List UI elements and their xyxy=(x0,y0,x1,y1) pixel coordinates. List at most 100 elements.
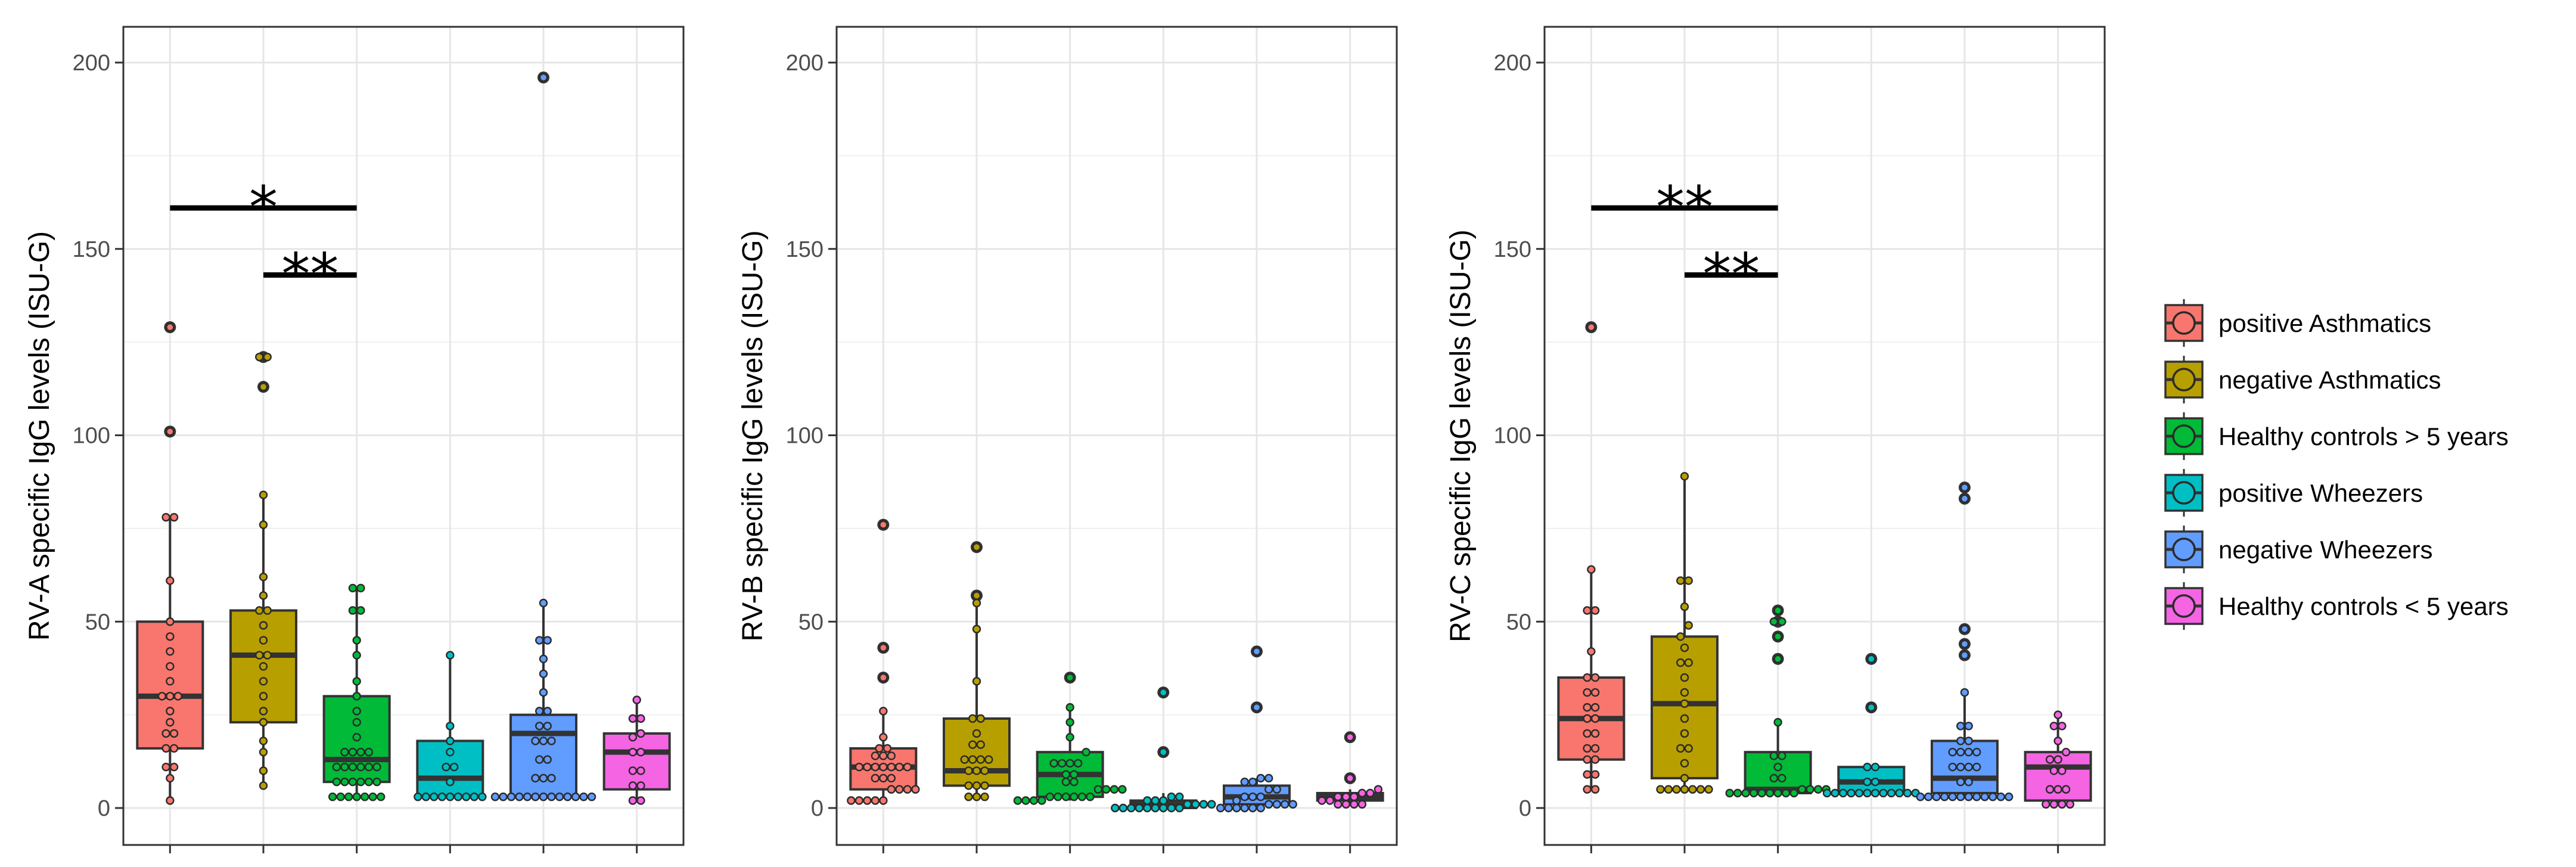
y-tick-label: 150 xyxy=(1494,237,1531,262)
data-point xyxy=(352,636,361,645)
data-point xyxy=(1664,785,1673,794)
data-point xyxy=(1366,788,1375,798)
data-point xyxy=(531,793,540,801)
data-point xyxy=(1073,759,1083,768)
data-point xyxy=(1341,793,1351,801)
data-point xyxy=(372,778,381,787)
data-point xyxy=(166,692,175,701)
data-point xyxy=(871,773,880,783)
data-point xyxy=(166,617,175,626)
data-point xyxy=(446,793,455,801)
data-point xyxy=(442,762,450,772)
data-point xyxy=(1956,747,1965,757)
data-point xyxy=(1159,688,1168,697)
data-point xyxy=(854,796,864,805)
legend-label: negative Wheezers xyxy=(2218,536,2433,564)
data-point xyxy=(2058,766,2067,775)
data-point xyxy=(344,793,353,801)
panel-3: 0 50 100 150 200 RV-C specific IgG levels (IS… xyxy=(1445,26,2106,853)
legend-entry: negative Wheezers xyxy=(2164,526,2433,573)
legend-label: Healthy controls < 5 years xyxy=(2218,592,2509,620)
data-point xyxy=(332,762,341,772)
y-tick-label: 150 xyxy=(73,237,110,262)
data-point xyxy=(1135,803,1144,813)
data-point xyxy=(1956,722,1965,731)
data-point xyxy=(531,737,540,745)
data-point xyxy=(535,636,544,645)
data-point xyxy=(1932,793,1941,801)
data-point xyxy=(636,747,645,757)
data-point xyxy=(972,591,981,600)
data-point xyxy=(169,762,179,772)
data-point xyxy=(547,773,556,783)
data-point xyxy=(1863,788,1872,798)
boxplot-6 xyxy=(2024,710,2092,809)
data-point xyxy=(507,793,516,801)
data-point xyxy=(1240,778,1249,787)
data-point xyxy=(1240,793,1249,801)
data-point xyxy=(376,793,386,801)
data-point xyxy=(1964,737,1973,745)
data-point xyxy=(1590,714,1600,723)
data-point xyxy=(462,793,471,801)
data-point xyxy=(1248,793,1257,801)
data-point xyxy=(1778,773,1786,783)
legend-entry: negative Asthmatics xyxy=(2164,356,2441,403)
boxplot-4 xyxy=(1111,686,1216,813)
data-point xyxy=(863,796,872,805)
data-point xyxy=(1676,632,1685,641)
box xyxy=(943,717,1011,787)
data-point xyxy=(1357,800,1367,809)
data-point xyxy=(1264,785,1273,794)
data-point xyxy=(348,606,358,615)
data-point xyxy=(539,598,548,608)
data-point xyxy=(539,654,548,664)
data-point xyxy=(437,793,447,801)
significance-label: * xyxy=(249,174,278,241)
panel-border xyxy=(1543,26,2106,846)
data-point xyxy=(470,793,479,801)
data-point xyxy=(1583,770,1592,779)
significance-label: ** xyxy=(1702,241,1760,308)
data-point xyxy=(1684,576,1693,585)
data-point xyxy=(2061,747,2071,757)
data-point xyxy=(1070,770,1079,779)
data-point xyxy=(879,643,888,652)
data-point xyxy=(1590,673,1600,682)
data-point xyxy=(636,796,645,805)
data-point xyxy=(984,755,993,764)
data-point xyxy=(1248,803,1257,813)
data-point xyxy=(980,781,989,790)
data-point xyxy=(1334,800,1343,809)
boxplot-2 xyxy=(1651,472,1719,794)
data-point xyxy=(1045,793,1055,801)
data-point xyxy=(535,707,544,716)
data-point xyxy=(887,751,896,760)
data-point xyxy=(446,651,455,660)
data-point xyxy=(1583,744,1592,753)
data-point xyxy=(628,766,638,775)
data-point xyxy=(1680,729,1689,738)
data-point xyxy=(2065,800,2075,809)
y-tick-label: 0 xyxy=(811,796,824,821)
data-point xyxy=(903,785,912,794)
data-point xyxy=(1789,788,1798,798)
data-point xyxy=(1863,778,1872,787)
data-point xyxy=(879,796,888,805)
data-point xyxy=(166,322,175,332)
data-point xyxy=(414,793,422,801)
y-tick-label: 100 xyxy=(73,424,110,449)
data-point xyxy=(446,737,455,745)
data-point xyxy=(328,793,337,801)
data-point xyxy=(490,793,500,801)
data-point xyxy=(1684,621,1693,630)
boxplot-1 xyxy=(1557,321,1626,794)
data-point xyxy=(535,755,544,764)
data-point xyxy=(1757,788,1766,798)
data-point xyxy=(1288,800,1297,809)
data-point xyxy=(499,793,508,801)
data-point xyxy=(259,490,268,499)
significance-annotation: ** xyxy=(263,241,357,308)
data-point xyxy=(259,572,268,582)
data-point xyxy=(356,583,365,593)
